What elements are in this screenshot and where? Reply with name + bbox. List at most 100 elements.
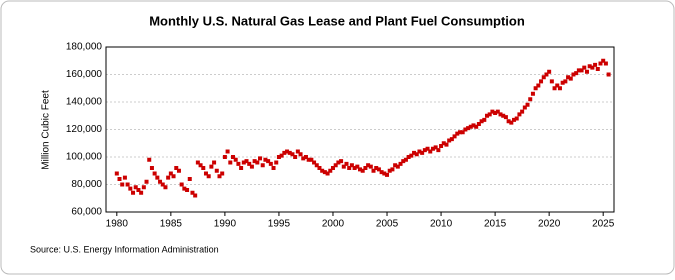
point [131,190,136,195]
y-tick-label: 140,000 [66,97,103,108]
point [601,58,606,63]
point [533,86,538,91]
point [512,117,517,122]
point [439,144,444,148]
point [282,150,287,155]
point [395,164,400,169]
point [206,174,211,179]
point [403,157,408,162]
point [606,72,611,77]
point [466,126,471,131]
point [563,79,568,84]
point [244,159,249,164]
point [344,161,349,166]
point [471,123,476,128]
point [366,163,371,168]
point [358,167,362,172]
point [430,146,435,151]
point [285,149,290,154]
y-axis-label: Million Cubic Feet [41,90,52,170]
point [128,186,133,191]
point [144,179,149,184]
point [525,102,530,107]
point [549,79,554,84]
point [174,166,179,170]
point [590,65,595,70]
point [455,131,460,136]
point [171,174,176,179]
point [552,86,557,91]
point [522,105,527,110]
point [247,161,252,166]
point [228,160,233,165]
point [371,168,376,173]
point [136,188,141,192]
x-tick-label: 1985 [160,219,183,230]
point [312,160,317,165]
point [322,170,327,175]
point [147,157,152,162]
point [193,193,198,198]
point [506,119,511,124]
point [501,113,506,118]
chart-title: Monthly U.S. Natural Gas Lease and Plant… [149,13,525,28]
point [482,117,487,122]
x-tick-label: 2025 [592,219,615,230]
point [568,76,573,81]
point [330,166,335,170]
x-tick-label: 1990 [214,219,237,230]
point [293,155,298,159]
point [476,122,481,126]
point [579,68,584,73]
point [260,163,265,168]
point [217,174,222,179]
point [598,61,603,66]
point [406,155,411,159]
point [125,182,130,187]
point [452,134,457,139]
y-tick-label: 80,000 [71,179,102,190]
point [239,166,244,170]
point [457,130,462,135]
point [447,138,452,143]
point [360,168,365,173]
point [225,149,230,154]
point [249,164,254,169]
point [160,182,165,187]
point [287,150,292,155]
point [233,157,238,162]
point [187,177,192,181]
point [576,68,581,73]
point [587,64,592,69]
point [574,71,579,76]
y-tick-label: 180,000 [66,42,103,53]
point [220,171,225,176]
point [541,75,546,80]
point [176,168,181,173]
point [152,171,157,176]
point [487,112,492,117]
point [158,179,163,184]
point [363,166,368,170]
point [385,172,390,177]
point [168,171,173,176]
point [422,148,427,153]
point [198,163,203,168]
point [414,152,419,157]
point [479,119,484,124]
point [203,171,208,176]
point [266,159,271,164]
y-tick-label: 60,000 [71,207,102,218]
point [303,155,308,159]
point [387,168,392,173]
y-tick-label: 160,000 [66,69,103,80]
point [495,109,500,114]
point [412,150,417,155]
plot-border [105,46,615,213]
point [379,170,384,175]
point [179,182,184,187]
point [314,163,319,168]
point [544,72,549,77]
point [347,166,352,170]
point [295,149,300,154]
